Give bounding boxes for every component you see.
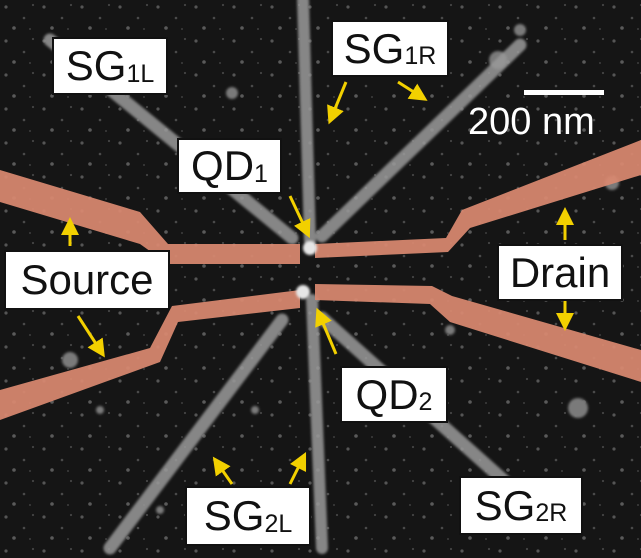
electrode-drain-bottom: [315, 284, 641, 382]
label-sg2l: SG 2L: [185, 486, 311, 546]
label-source: Source: [4, 250, 170, 310]
arrow-source-down: [76, 315, 105, 358]
label-qd2-sub: 2: [418, 388, 433, 416]
arrow-qd1: [288, 195, 311, 239]
label-sg2r-main: SG: [474, 481, 536, 529]
label-sg1r-main: SG: [343, 24, 405, 72]
gate-sg2l: [103, 313, 289, 555]
label-sg2r: SG 2R: [459, 476, 583, 535]
label-sg2l-sub: 2L: [264, 509, 293, 538]
arrow-sg1r-b: [397, 80, 428, 101]
label-sg1r-sub: 1R: [404, 42, 437, 70]
electrodes: [0, 140, 641, 420]
arrow-sg2l-a: [212, 456, 234, 485]
scale-bar: [524, 90, 604, 95]
gate-sg1r: [315, 38, 527, 243]
label-source-main: Source: [20, 256, 154, 303]
label-sg2r-sub: 2R: [535, 499, 568, 527]
electrode-drain-top: [315, 140, 641, 258]
electrode-source-top: [0, 170, 300, 264]
label-sg1l-sub: 1L: [126, 59, 155, 88]
label-qd2-main: QD: [355, 370, 419, 418]
arrow-sg1r-a: [327, 81, 348, 125]
arrow-sg2l-b: [288, 451, 307, 485]
label-sg2l-main: SG: [203, 492, 265, 539]
label-qd1-main: QD: [191, 142, 255, 189]
arrow-qd2: [315, 307, 338, 355]
label-qd1-sub: 1: [254, 159, 268, 188]
quantum-dots: [296, 241, 317, 299]
label-sg1l-main: SG: [65, 42, 127, 89]
label-sg1r: SG 1R: [331, 20, 449, 77]
gate-center-bottom: [306, 294, 328, 554]
qd1-dot: [303, 241, 317, 255]
label-qd1: QD 1: [177, 138, 282, 194]
label-sg1l: SG 1L: [52, 37, 168, 95]
pointer-arrows: [61, 80, 574, 485]
qd2-dot: [296, 285, 310, 299]
label-drain: Drain: [497, 244, 623, 301]
electrode-source-bottom: [0, 290, 300, 420]
label-drain-main: Drain: [509, 248, 611, 296]
label-qd2: QD 2: [340, 366, 448, 423]
gate-center-top: [297, 0, 316, 246]
scale-bar-label: 200 nm: [468, 101, 595, 143]
